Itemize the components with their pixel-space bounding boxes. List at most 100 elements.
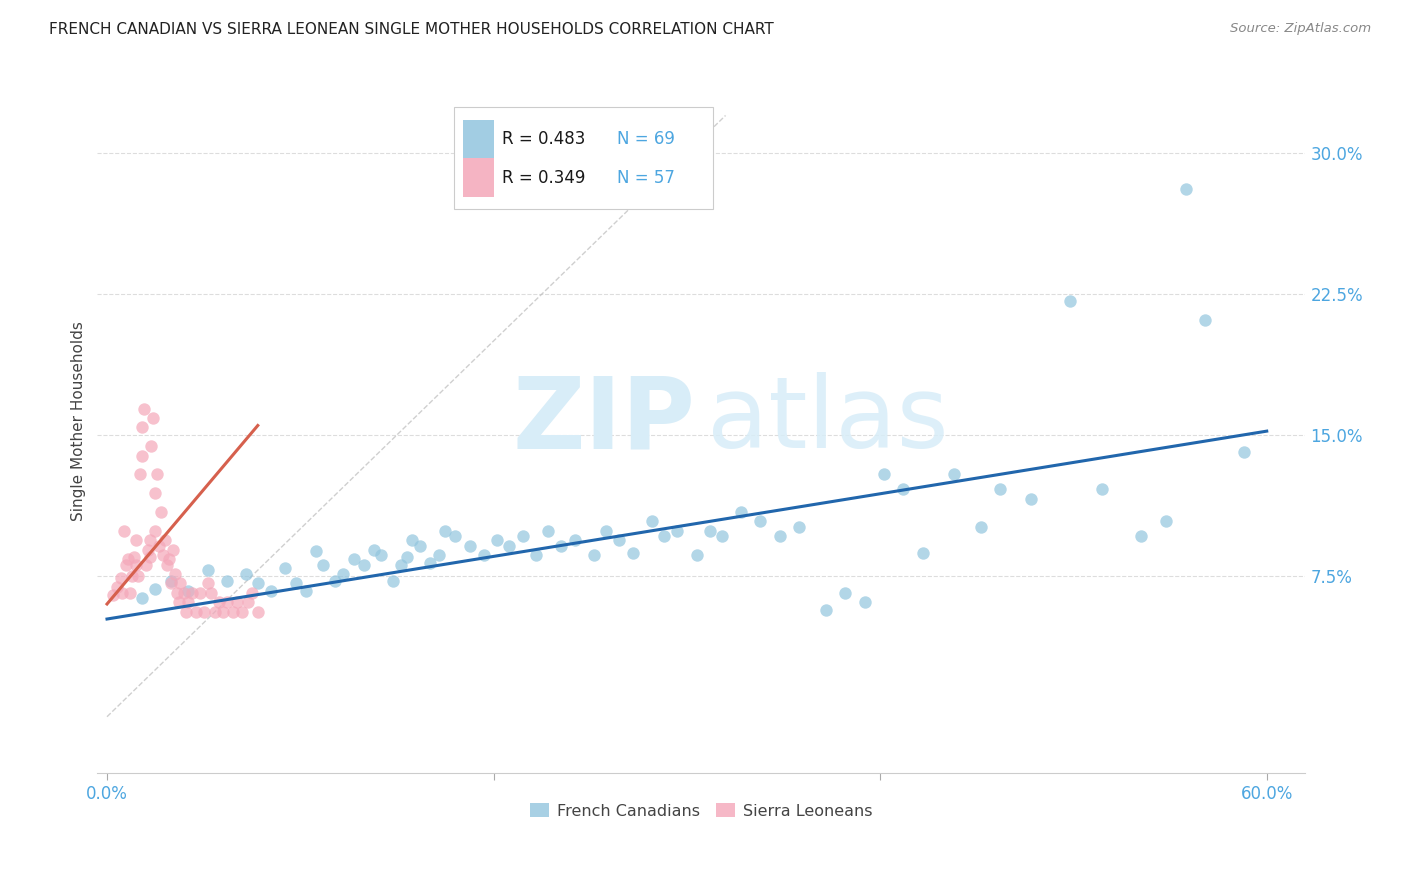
Point [730, 505, 752, 519]
Point [174, 605, 197, 619]
Point [141, 439, 163, 453]
Point [215, 595, 238, 609]
Point [112, 524, 135, 538]
Point [1194, 313, 1216, 327]
Point [111, 585, 134, 599]
Point [177, 595, 200, 609]
Legend: French Canadians, Sierra Leoneans: French Canadians, Sierra Leoneans [523, 797, 879, 825]
Point [221, 605, 243, 619]
Point [131, 420, 153, 434]
Point [150, 505, 173, 519]
Point [188, 585, 211, 599]
FancyBboxPatch shape [454, 107, 713, 210]
Point [699, 524, 721, 538]
Point [146, 467, 169, 482]
Point [312, 558, 335, 572]
Point [787, 520, 810, 534]
Point [212, 605, 235, 619]
Point [498, 539, 520, 553]
Point [260, 583, 283, 598]
Point [193, 605, 215, 619]
Point [1091, 483, 1114, 497]
Point [110, 571, 132, 585]
Text: R = 0.483: R = 0.483 [502, 130, 585, 148]
Point [246, 576, 269, 591]
Point [893, 483, 915, 497]
Point [621, 546, 644, 560]
Text: ZIP: ZIP [512, 372, 696, 469]
Point [138, 533, 160, 548]
Point [409, 539, 432, 553]
Point [853, 595, 876, 609]
Point [125, 533, 148, 548]
Point [136, 542, 159, 557]
Point [583, 548, 606, 562]
Point [1232, 445, 1254, 459]
Point [332, 566, 354, 581]
Point [163, 566, 186, 581]
Point [152, 548, 174, 562]
Text: N = 57: N = 57 [617, 169, 675, 186]
Point [101, 588, 124, 602]
Point [157, 552, 180, 566]
Point [197, 576, 219, 591]
Point [138, 549, 160, 564]
Point [382, 574, 405, 589]
Point [1130, 529, 1153, 543]
Point [652, 529, 675, 543]
Point [353, 558, 375, 572]
Point [1019, 491, 1042, 506]
Point [389, 558, 412, 572]
Point [143, 524, 166, 538]
Point [363, 542, 385, 557]
Point [135, 558, 157, 572]
FancyBboxPatch shape [464, 120, 494, 159]
Y-axis label: Single Mother Households: Single Mother Households [72, 321, 86, 521]
Point [153, 533, 176, 548]
Point [181, 585, 204, 599]
Point [537, 524, 560, 538]
Point [143, 486, 166, 500]
Point [685, 548, 707, 562]
Point [148, 539, 170, 553]
Point [607, 533, 630, 548]
Point [117, 552, 139, 566]
Point [128, 467, 150, 482]
Point [911, 546, 934, 560]
Text: Source: ZipAtlas.com: Source: ZipAtlas.com [1230, 22, 1371, 36]
Text: R = 0.349: R = 0.349 [502, 169, 585, 186]
Point [472, 548, 495, 562]
Point [132, 401, 155, 416]
Point [444, 529, 467, 543]
Point [1174, 182, 1197, 196]
Text: FRENCH CANADIAN VS SIERRA LEONEAN SINGLE MOTHER HOUSEHOLDS CORRELATION CHART: FRENCH CANADIAN VS SIERRA LEONEAN SINGLE… [49, 22, 773, 37]
Point [184, 605, 207, 619]
Point [370, 548, 392, 562]
Point [323, 574, 346, 589]
Point [225, 595, 247, 609]
Point [115, 558, 138, 572]
Point [208, 595, 231, 609]
Point [142, 411, 165, 425]
Point [240, 585, 263, 599]
Text: atlas: atlas [707, 372, 949, 469]
Point [295, 583, 318, 598]
Point [173, 585, 195, 599]
Point [395, 549, 418, 564]
Point [121, 569, 143, 583]
Point [235, 566, 257, 581]
Point [177, 583, 200, 598]
Point [105, 580, 128, 594]
Point [120, 585, 142, 599]
Point [156, 558, 179, 572]
Point [564, 533, 586, 548]
Point [236, 595, 259, 609]
Point [246, 605, 269, 619]
Point [1154, 514, 1177, 528]
Point [159, 576, 181, 591]
Point [834, 585, 856, 599]
Point [215, 574, 238, 589]
Point [169, 576, 191, 591]
Point [749, 514, 772, 528]
Point [815, 602, 838, 616]
